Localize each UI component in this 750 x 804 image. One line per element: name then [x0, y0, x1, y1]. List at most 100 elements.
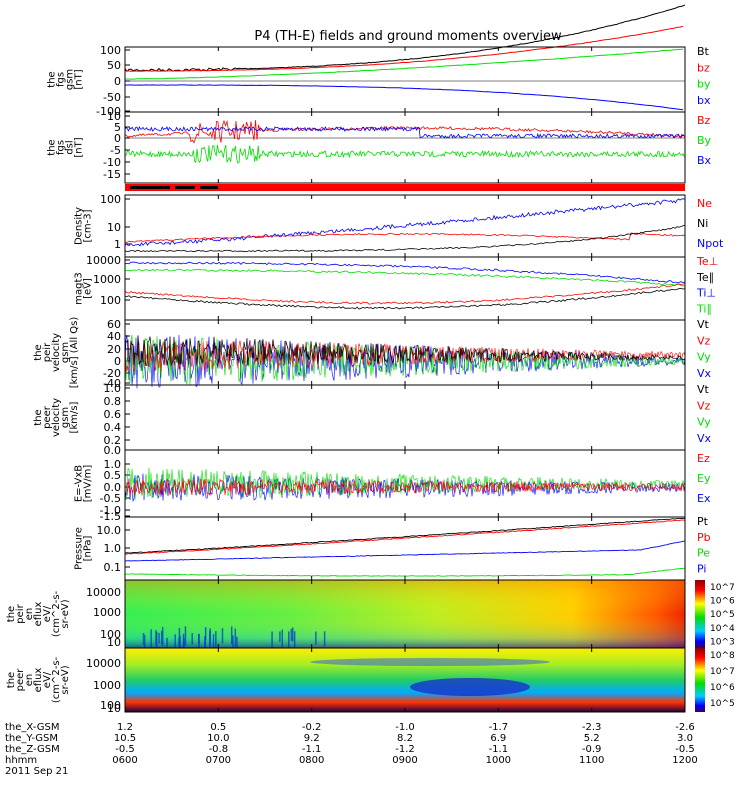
ytick-label: -15 [103, 168, 121, 181]
colorbar-electron [695, 648, 705, 712]
x-axis-x-gsm-value: 1.2 [117, 722, 133, 733]
ytick-label: 0.4 [104, 421, 122, 434]
series-ex [124, 473, 686, 503]
ylabel-line: the [47, 139, 58, 155]
legend-by: By [697, 134, 712, 147]
ylabel-line: sr-eV) [60, 599, 71, 628]
ylabel-line: peir [42, 342, 53, 362]
x-axis-z-gsm-value: -1.2 [395, 744, 415, 755]
ylabel: thepeirenefluxeV/(cm^2-s-sr-eV) [6, 590, 71, 637]
series-bx [124, 125, 685, 139]
spectrogram-speck [150, 629, 152, 650]
colorbar-label: 10^7 [710, 583, 735, 593]
x-axis-hhmm-value: 1000 [486, 755, 511, 766]
ytick-label: -100 [96, 105, 121, 118]
spectrogram-speck [158, 632, 160, 644]
ytick-label: 100 [100, 628, 121, 641]
panel-frame [124, 194, 686, 258]
ylabel-line: [mV/m] [83, 465, 94, 503]
series-by [124, 144, 685, 164]
spectrogram-speck [236, 636, 238, 656]
ytick-label: 1.0 [104, 458, 122, 471]
spectrogram-speck [184, 626, 187, 646]
ytick-label: 0 [114, 132, 121, 145]
ylabel-line: [cm-3] [83, 209, 94, 242]
colorbar-label: 10^7 [710, 667, 735, 677]
spectrogram-speck [221, 628, 224, 644]
ytick-label: -0.5 [100, 492, 121, 505]
ytick-label: 10000 [86, 586, 121, 599]
spectrogram-speck [290, 628, 293, 641]
legend-vx: Vx [697, 432, 712, 445]
colorbar-label-exp: 10^5 [710, 610, 735, 620]
ylabel-line: the [47, 71, 58, 87]
ylabel-line: [nPa] [83, 535, 94, 561]
x-axis-y-gsm-value: 9.2 [304, 733, 320, 744]
spectrogram-speck [160, 630, 163, 644]
spectrogram-speck [281, 629, 284, 648]
spectrogram-speck [155, 630, 157, 646]
ylabel-line: gsm [60, 407, 71, 428]
ytick-label: 5 [114, 121, 121, 134]
ylabel-line: the [33, 344, 44, 360]
x-axis-x-gsm-value: -1.7 [489, 722, 509, 733]
page-title: P4 (TH-E) fields and ground moments over… [254, 29, 562, 44]
ylabel-line: Pressure [74, 527, 85, 570]
ylabel-line: Density [74, 207, 85, 245]
x-axis-hhmm-value: 0800 [299, 755, 324, 766]
series-bz [124, 119, 685, 144]
ylabel-line: eV/ [42, 605, 53, 622]
ylabel: thepeirvelocitygsm[km/s] (All Qs) [33, 317, 80, 389]
ytick-label: -50 [103, 91, 121, 104]
legend-ex: Ex [697, 492, 711, 505]
x-axis-z-gsm-value: -0.5 [115, 744, 135, 755]
series-te-perp [124, 283, 686, 305]
ytick-label: 0.0 [104, 444, 122, 457]
x-axis-y-gsm-value: 10.5 [114, 733, 136, 744]
legend-pb: Pb [697, 531, 711, 544]
x-axis-x-gsm-value: -2.3 [582, 722, 602, 733]
spectrogram-ion-shade [125, 580, 685, 648]
panel-frame [124, 384, 686, 451]
series-bz [124, 25, 684, 72]
ylabel-line: the [33, 409, 44, 425]
ylabel-line: [km/s] (All Qs) [69, 317, 80, 389]
legend-by: by [697, 78, 711, 91]
ytick-label: 1000 [93, 679, 121, 692]
series-vt [124, 335, 686, 366]
x-axis-y-gsm-value: 3.0 [677, 733, 693, 744]
ylabel-line: (cm^2-s- [51, 590, 62, 637]
ylabel-line: [nT] [74, 137, 85, 157]
legend-vt: Vt [697, 383, 710, 396]
series-pt [124, 517, 686, 554]
spectrogram-electron [125, 648, 685, 712]
x-axis-y-gsm-value: 6.9 [490, 733, 506, 744]
ytick-label: 40 [107, 330, 121, 343]
spectrogram-speck [279, 631, 281, 643]
series-te-par [124, 287, 686, 310]
ytick-label: 20 [107, 343, 121, 356]
spectrogram-speck [191, 633, 193, 645]
legend-bx: Bx [697, 154, 712, 167]
x-axis-row-label: the_X-GSM [5, 722, 59, 733]
series-vy [124, 334, 686, 385]
spectrogram-speck [288, 631, 290, 650]
ylabel-line: magt3 [74, 272, 85, 305]
series-ey [124, 467, 686, 501]
legend-pt: Pt [697, 515, 709, 528]
spectrogram-speck [209, 628, 211, 649]
ytick-label: -1.0 [100, 504, 121, 517]
spectrogram-speck [182, 633, 185, 649]
ytick-label: 0 [114, 355, 121, 368]
x-axis-row-label: the_Z-GSM [5, 744, 60, 755]
ytick-label: 100 [100, 294, 121, 307]
ylabel-line: the [6, 606, 17, 622]
spectrogram-speck [143, 635, 146, 649]
series-ez [124, 478, 686, 497]
flag-mark [200, 186, 218, 189]
panel-temperature: 10000 1000 100 magt3[eV] Te⊥ Te∥ Ti⊥ Ti∥ [74, 254, 718, 321]
spectrogram-speck [234, 628, 237, 647]
